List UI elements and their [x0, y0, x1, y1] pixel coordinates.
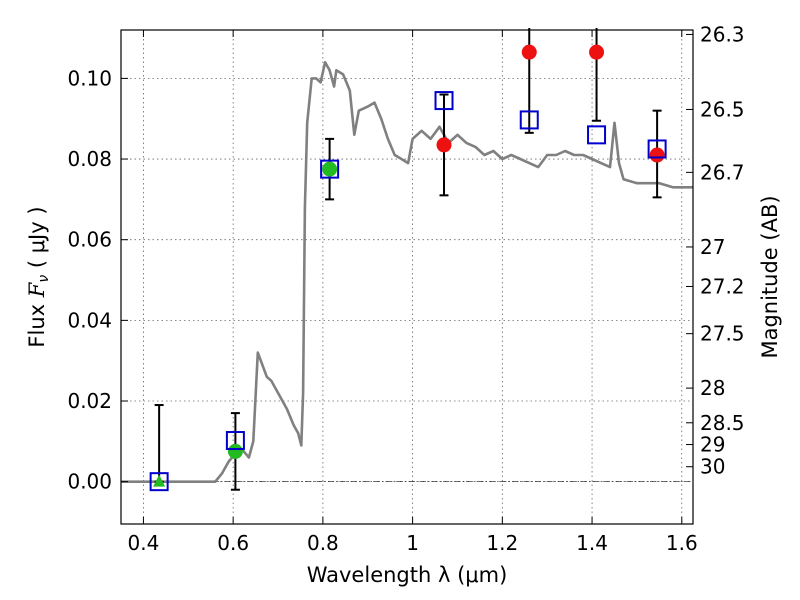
y-tick-label: 0.10 [67, 66, 112, 90]
plot-background [121, 30, 693, 524]
y-axis-title-subscript: ν [36, 275, 52, 283]
y2-tick-label: 30 [700, 455, 725, 479]
y2-tick-label: 27.2 [700, 274, 745, 298]
y2-tick-label: 27 [700, 235, 725, 259]
x-tick-label: 0.4 [128, 531, 160, 555]
y2-tick-label: 29 [700, 433, 725, 457]
y2-tick-label: 28.5 [700, 411, 745, 435]
observed-flux-point [322, 161, 338, 177]
x-tick-label: 1.4 [576, 531, 608, 555]
y-axis-title: Flux Fν ( μJy ) [25, 206, 52, 347]
observed-flux-point [589, 44, 605, 60]
model-photometry-point [647, 139, 667, 159]
x-tick-label: 0.8 [307, 531, 339, 555]
y-axis-title-prefix: Flux [25, 297, 49, 347]
plot-markers [149, 27, 667, 492]
x-axis-title: Wavelength λ (μm) [307, 563, 508, 587]
y-tick-label: 0.06 [67, 228, 112, 252]
y-tick-label: 0.00 [67, 470, 112, 494]
y-tick-label: 0.04 [67, 308, 112, 332]
observed-flux-point [649, 147, 665, 163]
model-sed-line [121, 60, 693, 484]
y2-tick-label: 26.7 [700, 160, 745, 184]
x-tick-label: 1.6 [666, 531, 698, 555]
y-tick-label: 0.02 [67, 389, 112, 413]
y-axis-title-suffix: ( μJy ) [25, 206, 49, 274]
y2-tick-label: 26.5 [700, 97, 745, 121]
y2-tick-label: 27.5 [700, 322, 745, 346]
x-tick-label: 0.6 [217, 531, 249, 555]
model-photometry-point [519, 110, 539, 130]
y2-tick-label: 28 [700, 376, 725, 400]
observed-flux-point [521, 44, 537, 60]
model-photometry-point [320, 159, 340, 179]
observed-flux-point [436, 137, 452, 153]
x-tick-label: 1.2 [486, 531, 518, 555]
y-tick-label: 0.08 [67, 147, 112, 171]
axis-ticks: 0.4 0.6 0.8 1 1.2 1.4 1.6 0.00 0.02 0.04 0.06 0.08 0… [67, 22, 744, 555]
model-photometry-point [587, 125, 607, 145]
model-photometry-point [434, 91, 454, 111]
plot-data [121, 60, 693, 484]
x-tick-label: 1 [406, 531, 419, 555]
observed-flux-point [227, 443, 243, 459]
y2-axis-title: Magnitude (AB) [758, 195, 782, 358]
plot-frame [120, 29, 694, 525]
model-photometry-point [149, 472, 169, 492]
upper-limit-marker [153, 474, 166, 487]
y2-tick-label: 26.3 [700, 22, 745, 46]
model-photometry-point [225, 431, 245, 451]
y-axis-title-symbol: F [25, 281, 49, 298]
